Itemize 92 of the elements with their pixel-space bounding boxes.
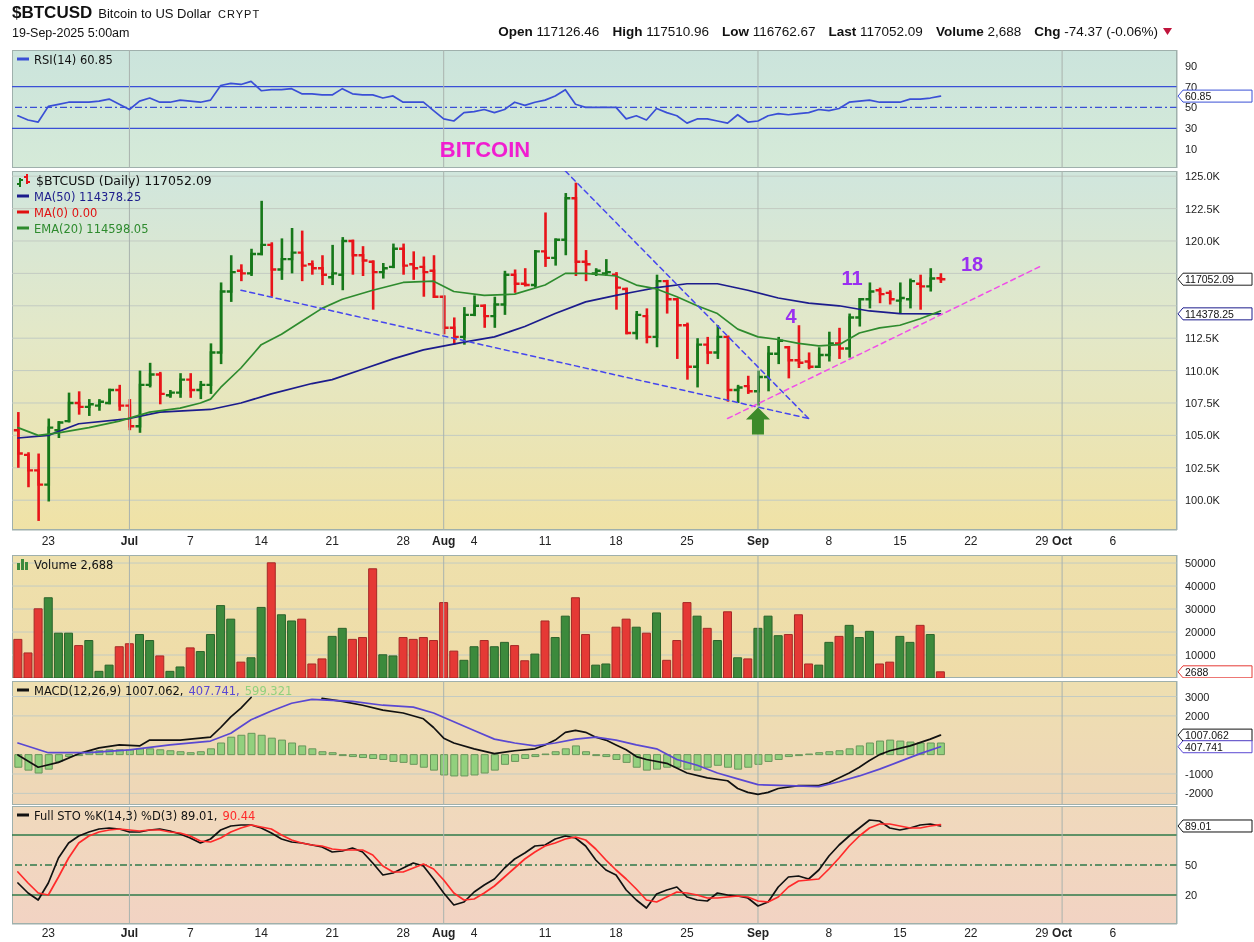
text: Last 117052.09: [828, 24, 923, 39]
x-tick-label: 28: [396, 926, 411, 940]
x-tick-label: Sep: [746, 534, 769, 548]
x-tick-label: 25: [680, 926, 694, 940]
y-tick-label: 50: [1185, 859, 1198, 871]
y-tick-label: -1000: [1185, 768, 1214, 780]
legend-label: Full STO %K(14,3) %D(3) 89.01,: [33, 809, 218, 823]
x-tick-label: 6: [1109, 534, 1117, 548]
legend-label: EMA(20) 114598.05: [33, 221, 150, 237]
x-tick-label: 7: [186, 534, 194, 548]
x-tick-label: Oct: [1052, 926, 1073, 940]
text: 599.321: [244, 684, 293, 698]
y-tick-label: 100.0K: [1185, 494, 1221, 507]
x-tick-label: 29: [1035, 534, 1049, 548]
annotation: 4: [784, 304, 798, 328]
x-tick-label: 18: [609, 534, 624, 548]
x-tick-label: 15: [893, 534, 907, 548]
legend-label: Volume 2,688: [33, 558, 114, 572]
legend-label: MA(50) 114378.25: [33, 189, 143, 205]
y-tick-label: 20000: [1185, 626, 1216, 639]
x-tick-label: 22: [964, 926, 978, 940]
y-tick-label: 50000: [1185, 557, 1216, 570]
y-tick-label: 10: [1185, 143, 1198, 156]
x-tick-label: 18: [609, 926, 624, 940]
x-tick-label: 8: [825, 534, 833, 548]
y-tick-label: 102.5K: [1185, 461, 1221, 474]
y-tick-label: 50: [1185, 101, 1198, 114]
text: 19-Sep-2025 5:00am: [12, 26, 130, 40]
x-tick-label: 14: [254, 926, 269, 940]
legend-label: MACD(12,26,9) 1007.062,: [33, 684, 184, 698]
y-tick-label: 120.0K: [1185, 234, 1221, 247]
y-tick-label: 89.01: [1185, 819, 1212, 832]
legend-label: $BTCUSD (Daily) 117052.09: [35, 173, 212, 189]
y-tick-label: 2688: [1185, 665, 1209, 678]
text: Volume 2,688: [935, 24, 1022, 39]
chart-title: BITCOIN: [438, 137, 532, 163]
chart-subtitle: Bitcoin to US Dollar: [98, 6, 212, 21]
y-tick-label: 20: [1185, 889, 1198, 901]
legend-label: RSI(14) 60.85: [33, 53, 113, 67]
text: High 117510.96: [612, 24, 709, 39]
y-tick-label: 90: [1185, 59, 1198, 72]
y-tick-label: 30: [1185, 122, 1198, 135]
text: Chg -74.37 (-0.06%): [1034, 24, 1158, 39]
x-tick-label: Jul: [120, 534, 139, 548]
x-tick-label: 14: [254, 534, 269, 548]
legend-label: MA(0) 0.00: [33, 205, 99, 221]
y-tick-label: 117052.09: [1185, 273, 1235, 286]
x-tick-label: Oct: [1052, 534, 1073, 548]
x-tick-label: 23: [41, 926, 56, 940]
text: Low 116762.67: [721, 24, 816, 39]
x-tick-label: 11: [538, 926, 552, 940]
x-tick-label: 15: [893, 926, 907, 940]
x-tick-label: 11: [538, 534, 552, 548]
x-tick-label: Sep: [746, 926, 769, 940]
x-tick-label: 23: [41, 534, 56, 548]
y-tick-label: 3000: [1185, 690, 1210, 703]
x-tick-label: 21: [325, 926, 340, 940]
y-tick-label: 114378.25: [1185, 307, 1235, 320]
x-tick-label: 7: [186, 926, 194, 940]
y-tick-label: 105.0K: [1185, 429, 1221, 442]
x-tick-label: 25: [680, 534, 694, 548]
y-tick-label: 40000: [1185, 580, 1216, 593]
x-tick-label: 28: [396, 534, 411, 548]
y-tick-label: 1007.062: [1185, 729, 1229, 742]
x-tick-label: 6: [1109, 926, 1117, 940]
y-tick-label: 10000: [1185, 649, 1216, 662]
y-tick-label: -2000: [1185, 787, 1214, 800]
annotation: 18: [959, 252, 985, 276]
chart-title: $BTCUSD: [12, 3, 93, 22]
y-tick-label: 122.5K: [1185, 202, 1221, 215]
x-tick-label: 21: [325, 534, 340, 548]
x-tick-label: 4: [470, 534, 478, 548]
x-tick-label: 29: [1035, 926, 1049, 940]
y-tick-label: 60.85: [1185, 90, 1212, 103]
x-tick-label: Jul: [120, 926, 139, 940]
x-tick-label: Aug: [432, 926, 456, 940]
x-tick-label: 4: [470, 926, 478, 940]
y-tick-label: 30000: [1185, 603, 1216, 616]
text: CRYPT: [218, 8, 261, 20]
annotation: 11: [840, 266, 864, 290]
y-tick-label: 110.0K: [1185, 364, 1220, 377]
y-tick-label: 2000: [1185, 709, 1210, 722]
y-tick-label: 125.0K: [1185, 170, 1221, 183]
y-tick-label: 407.741: [1185, 740, 1224, 753]
y-tick-label: 107.5K: [1185, 396, 1221, 409]
x-tick-label: 8: [825, 926, 833, 940]
x-tick-label: 22: [964, 534, 978, 548]
series-label: 90.44: [222, 809, 256, 823]
x-tick-label: Aug: [432, 534, 456, 548]
text: Open 117126.46: [498, 24, 600, 39]
y-tick-label: 112.5K: [1185, 332, 1220, 345]
text: 407.741,: [188, 684, 240, 698]
